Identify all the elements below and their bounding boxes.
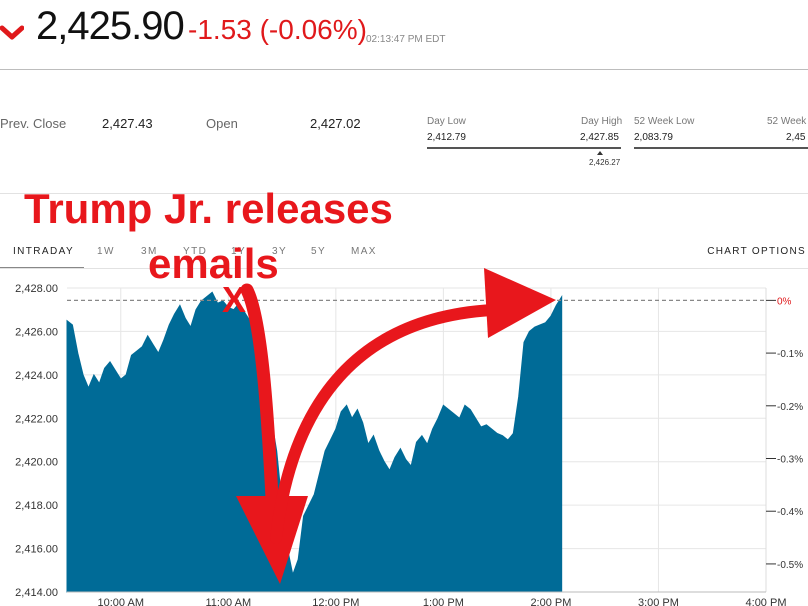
day-high-value: 2,427.85 [580, 132, 619, 143]
tab-divider [0, 268, 808, 269]
day-current-value: 2,426.27 [589, 158, 621, 167]
tab-max[interactable]: MAX [351, 246, 377, 257]
x-tick-label: 10:00 AM [98, 597, 144, 606]
right-tick-label: -0.1% [777, 349, 803, 360]
quote-timestamp: 02:13:47 PM EDT [366, 34, 446, 45]
y-tick-label: 2,428.00 [15, 283, 58, 295]
day-range-bar [427, 147, 621, 149]
price-change: -1.53 (-0.06%) [188, 14, 367, 45]
day-high-label: Day High [581, 116, 623, 127]
right-tick-label: -0.3% [777, 455, 803, 466]
y-tick-label: 2,418.00 [15, 500, 58, 512]
y-tick-label: 2,424.00 [15, 370, 58, 382]
right-tick-label: -0.2% [777, 402, 803, 413]
tab-1y[interactable]: 1Y [231, 246, 247, 257]
prev-close-label: Prev. Close [0, 116, 67, 131]
y-tick-label: 2,414.00 [15, 587, 58, 599]
down-arrow-icon [0, 25, 24, 40]
annotation-headline-line2: emails [148, 240, 279, 287]
index-price: 2,425.90 [36, 4, 185, 48]
tab-5y[interactable]: 5Y [311, 246, 327, 257]
right-tick-label: -0.5% [777, 560, 803, 571]
y-tick-label: 2,420.00 [15, 457, 58, 469]
quote-header: 2,425.90 -1.53 (-0.06%) 02:13:47 PM EDT [0, 0, 808, 70]
header-divider [0, 69, 808, 70]
x-tick-label: 2:00 PM [530, 597, 571, 606]
week52-high-label: 52 Week [767, 116, 807, 127]
open-value: 2,427.02 [310, 116, 361, 131]
tab-3y[interactable]: 3Y [272, 246, 288, 257]
x-tick-label: 12:00 PM [312, 597, 359, 606]
tab-1w[interactable]: 1W [97, 246, 115, 257]
range-tab-bar: INTRADAY 1W 3M YTD 1Y 3Y 5Y MAX CHART OP… [0, 238, 808, 269]
week52-high-value: 2,45 [786, 132, 806, 143]
x-tick-label: 3:00 PM [638, 597, 679, 606]
week52-low-label: 52 Week Low [634, 116, 695, 127]
y-tick-label: 2,426.00 [15, 326, 58, 338]
right-tick-label: 0% [777, 296, 792, 307]
day-low-value: 2,412.79 [427, 132, 466, 143]
x-tick-label: 4:00 PM [746, 597, 787, 606]
annotation-headline: Trump Jr. releases [24, 185, 393, 232]
day-low-label: Day Low [427, 116, 466, 127]
y-tick-label: 2,416.00 [15, 544, 58, 556]
x-tick-label: 1:00 PM [423, 597, 464, 606]
intraday-chart: 2,414.00 2,416.00 2,418.00 2,420.00 2,422.00… [15, 283, 803, 606]
prev-close-value: 2,427.43 [102, 116, 153, 131]
right-tick-label: -0.4% [777, 507, 803, 518]
price-area [66, 291, 563, 593]
annotation-x-marker: X [222, 279, 247, 320]
week52-range-bar [634, 147, 808, 149]
tab-3m[interactable]: 3M [141, 246, 158, 257]
tab-ytd[interactable]: YTD [183, 246, 208, 257]
tab-intraday[interactable]: INTRADAY [13, 246, 75, 257]
x-tick-label: 11:00 AM [205, 597, 251, 606]
stats-divider [0, 193, 808, 194]
week52-low-value: 2,083.79 [634, 132, 673, 143]
chart-options-button[interactable]: CHART OPTIONS [707, 246, 806, 257]
open-label: Open [206, 116, 238, 131]
y-tick-label: 2,422.00 [15, 413, 58, 425]
day-range-marker-icon [597, 151, 603, 155]
